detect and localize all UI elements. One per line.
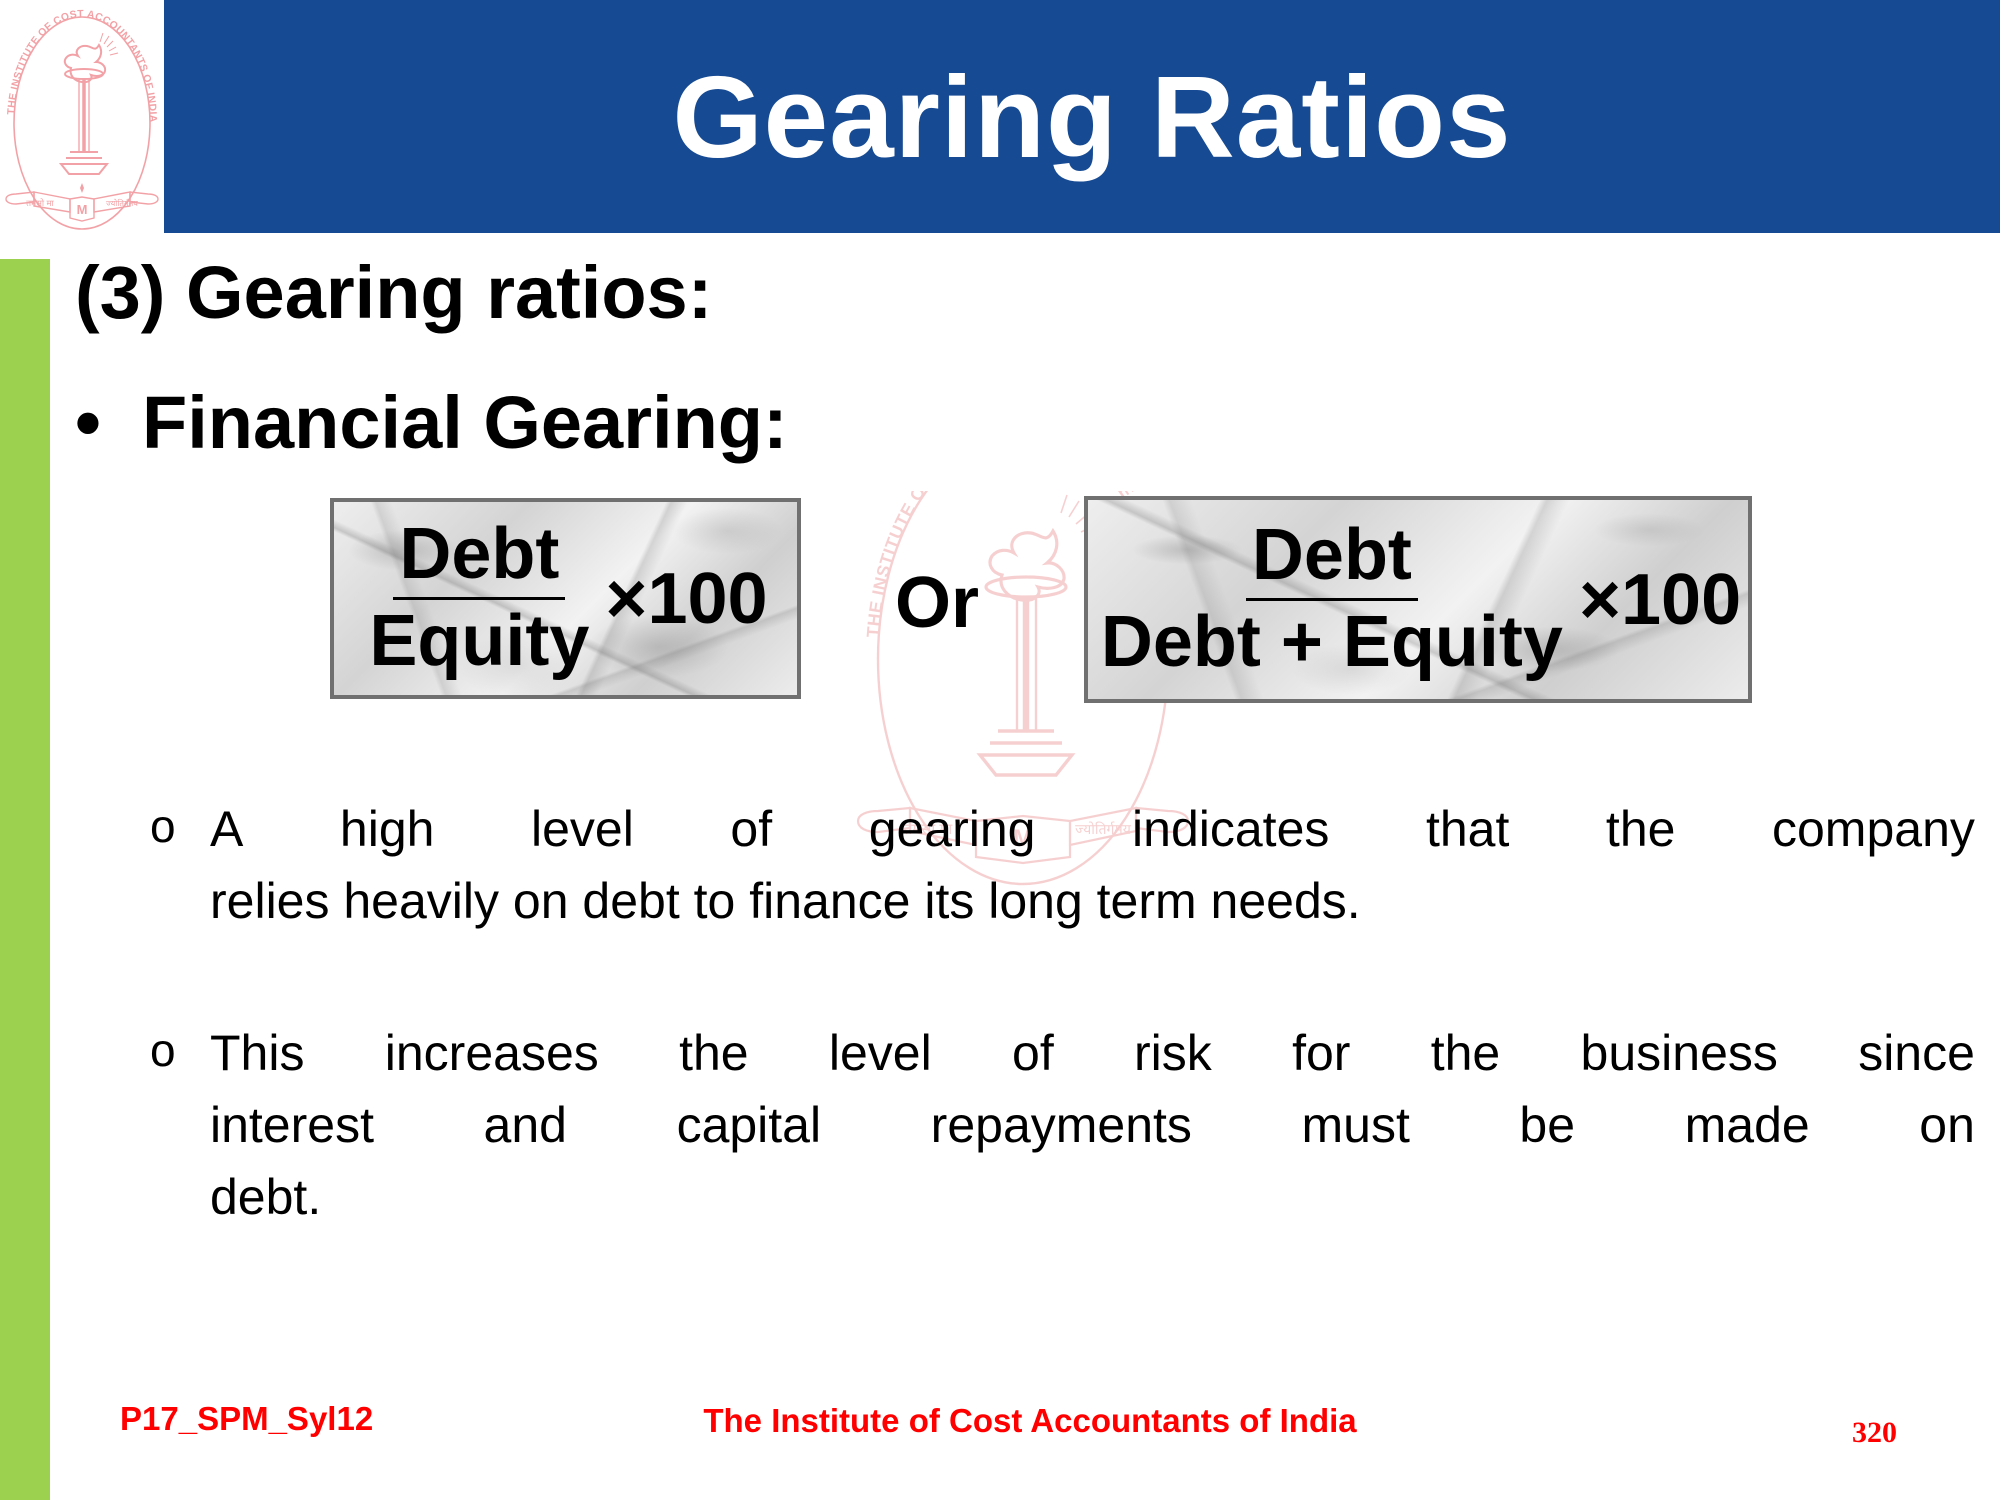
svg-text:ज्योतिर्गमय: ज्योतिर्गमय [106, 198, 138, 208]
svg-text:तमसो मा: तमसो मा [26, 198, 54, 208]
svg-text:M: M [77, 202, 88, 217]
